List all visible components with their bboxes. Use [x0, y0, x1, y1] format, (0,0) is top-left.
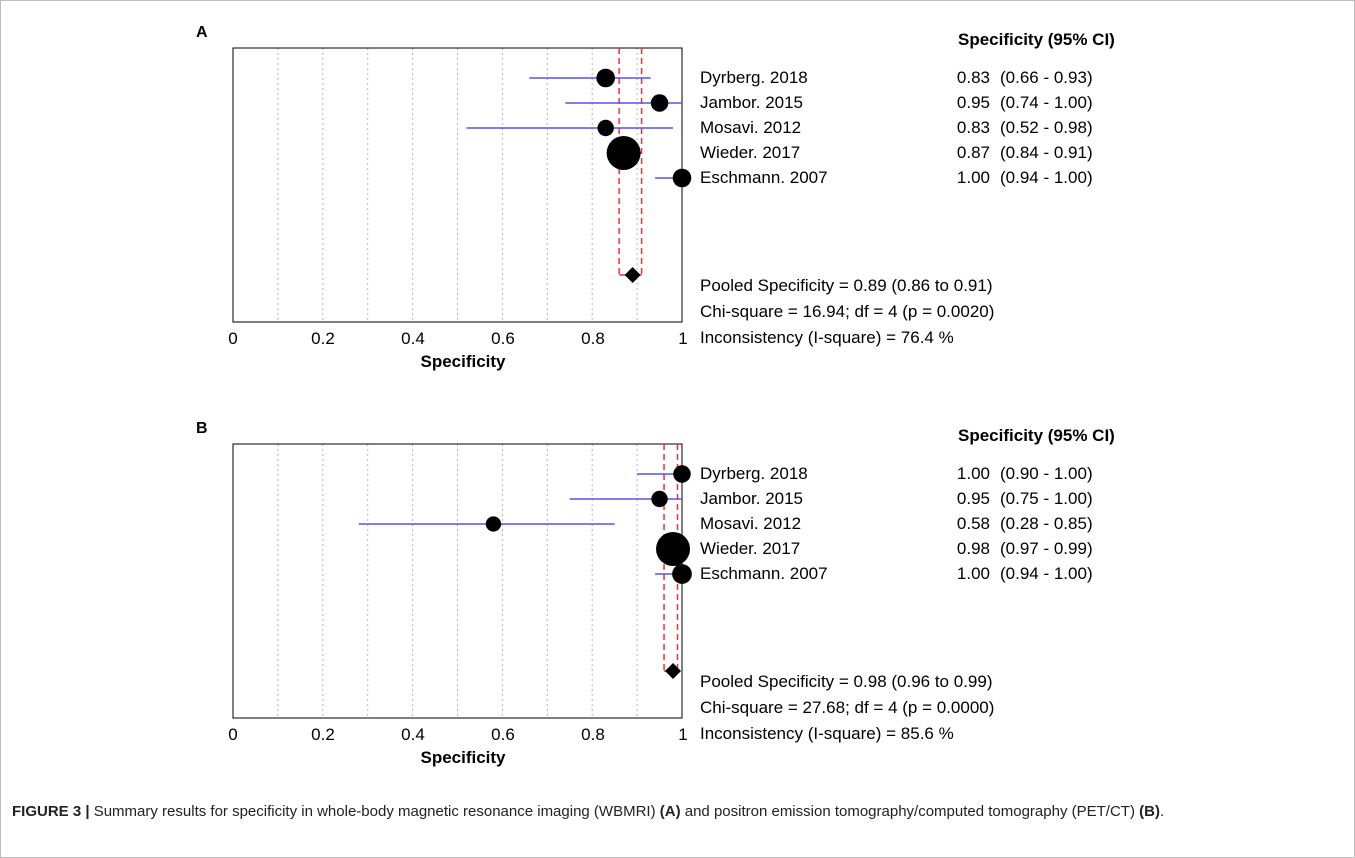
x-tick-label: 0.8 [581, 725, 605, 744]
study-point [672, 168, 692, 188]
x-tick-label: 0.2 [311, 329, 335, 348]
caption-text: Summary results for specificity in whole… [89, 803, 660, 820]
study-point [673, 465, 691, 483]
study-name: Eschmann. 2007 [700, 168, 828, 187]
caption-text: . [1159, 803, 1165, 820]
study-point [606, 136, 641, 170]
study-point [656, 532, 691, 566]
x-tick-label: 1 [678, 725, 688, 744]
pooled-estimate-text: Pooled Specificity = 0.89 (0.86 to 0.91) [700, 276, 993, 295]
x-tick-label: 0.4 [401, 725, 425, 744]
study-ci: (0.94 - 1.00) [1000, 564, 1093, 583]
caption-ref-a: (A) [659, 803, 681, 820]
caption-text: and positron emission tomography/compute… [680, 803, 1140, 820]
study-name: Wieder. 2017 [700, 539, 801, 558]
study-ci: (0.52 - 0.98) [1000, 118, 1093, 137]
study-point [485, 516, 502, 532]
forest-plot-b-svg [232, 443, 692, 719]
pooled-diamond [624, 267, 641, 283]
x-axis-label-b: Specificity [420, 748, 506, 767]
x-tick-label: 0.6 [491, 329, 515, 348]
study-ci: (0.97 - 0.99) [1000, 539, 1093, 558]
study-value: 0.83 [956, 68, 990, 87]
study-point [650, 94, 669, 112]
column-header-a: Specificity (95% CI) [958, 30, 1115, 49]
study-value: 1.00 [956, 564, 990, 583]
study-ci: (0.75 - 1.00) [1000, 489, 1093, 508]
x-tick-label: 0 [228, 329, 238, 348]
study-name: Dyrberg. 2018 [700, 68, 808, 87]
study-point [651, 490, 668, 508]
study-point [596, 68, 615, 88]
panel-label-b: B [196, 420, 208, 437]
inconsistency-text: Inconsistency (I-square) = 76.4 % [700, 328, 954, 347]
study-name: Mosavi. 2012 [700, 514, 802, 533]
study-value: 0.95 [956, 489, 990, 508]
study-ci: (0.94 - 1.00) [1000, 168, 1093, 187]
study-name: Dyrberg. 2018 [700, 464, 808, 483]
pooled-estimate-text: Pooled Specificity = 0.98 (0.96 to 0.99) [700, 672, 993, 691]
inconsistency-text: Inconsistency (I-square) = 85.6 % [700, 724, 954, 743]
x-tick-label: 1 [678, 329, 688, 348]
study-ci: (0.90 - 1.00) [1000, 464, 1093, 483]
study-value: 1.00 [956, 168, 990, 187]
study-ci: (0.84 - 0.91) [1000, 143, 1093, 162]
x-tick-label: 0.6 [491, 725, 515, 744]
panel-label-a: A [196, 24, 208, 41]
study-value: 0.87 [956, 143, 990, 162]
x-tick-label: 0.2 [311, 725, 335, 744]
chi-square-text: Chi-square = 16.94; df = 4 (p = 0.0020) [700, 302, 995, 321]
x-axis-label-a: Specificity [420, 352, 506, 371]
column-header-b: Specificity (95% CI) [958, 426, 1115, 445]
pooled-diamond [665, 663, 682, 679]
study-value: 0.58 [956, 514, 990, 533]
study-value: 0.95 [956, 93, 990, 112]
study-name: Jambor. 2015 [700, 93, 804, 112]
chi-square-text: Chi-square = 27.68; df = 4 (p = 0.0000) [700, 698, 995, 717]
forest-plot-a-svg [232, 47, 692, 323]
study-name: Eschmann. 2007 [700, 564, 828, 583]
study-value: 1.00 [956, 464, 990, 483]
study-name: Wieder. 2017 [700, 143, 801, 162]
study-ci: (0.28 - 0.85) [1000, 514, 1093, 533]
caption-ref-b: (B) [1139, 803, 1160, 820]
x-tick-label: 0.4 [401, 329, 425, 348]
caption-label: FIGURE 3 | [12, 803, 90, 820]
figure-caption: FIGURE 3 | Summary results for specifici… [12, 800, 1332, 823]
study-point [672, 564, 692, 584]
study-value: 0.83 [956, 118, 990, 137]
study-value: 0.98 [956, 539, 990, 558]
study-point [597, 119, 614, 137]
study-name: Jambor. 2015 [700, 489, 804, 508]
study-name: Mosavi. 2012 [700, 118, 802, 137]
study-ci: (0.66 - 0.93) [1000, 68, 1093, 87]
x-tick-label: 0.8 [581, 329, 605, 348]
x-tick-label: 0 [228, 725, 238, 744]
study-ci: (0.74 - 1.00) [1000, 93, 1093, 112]
